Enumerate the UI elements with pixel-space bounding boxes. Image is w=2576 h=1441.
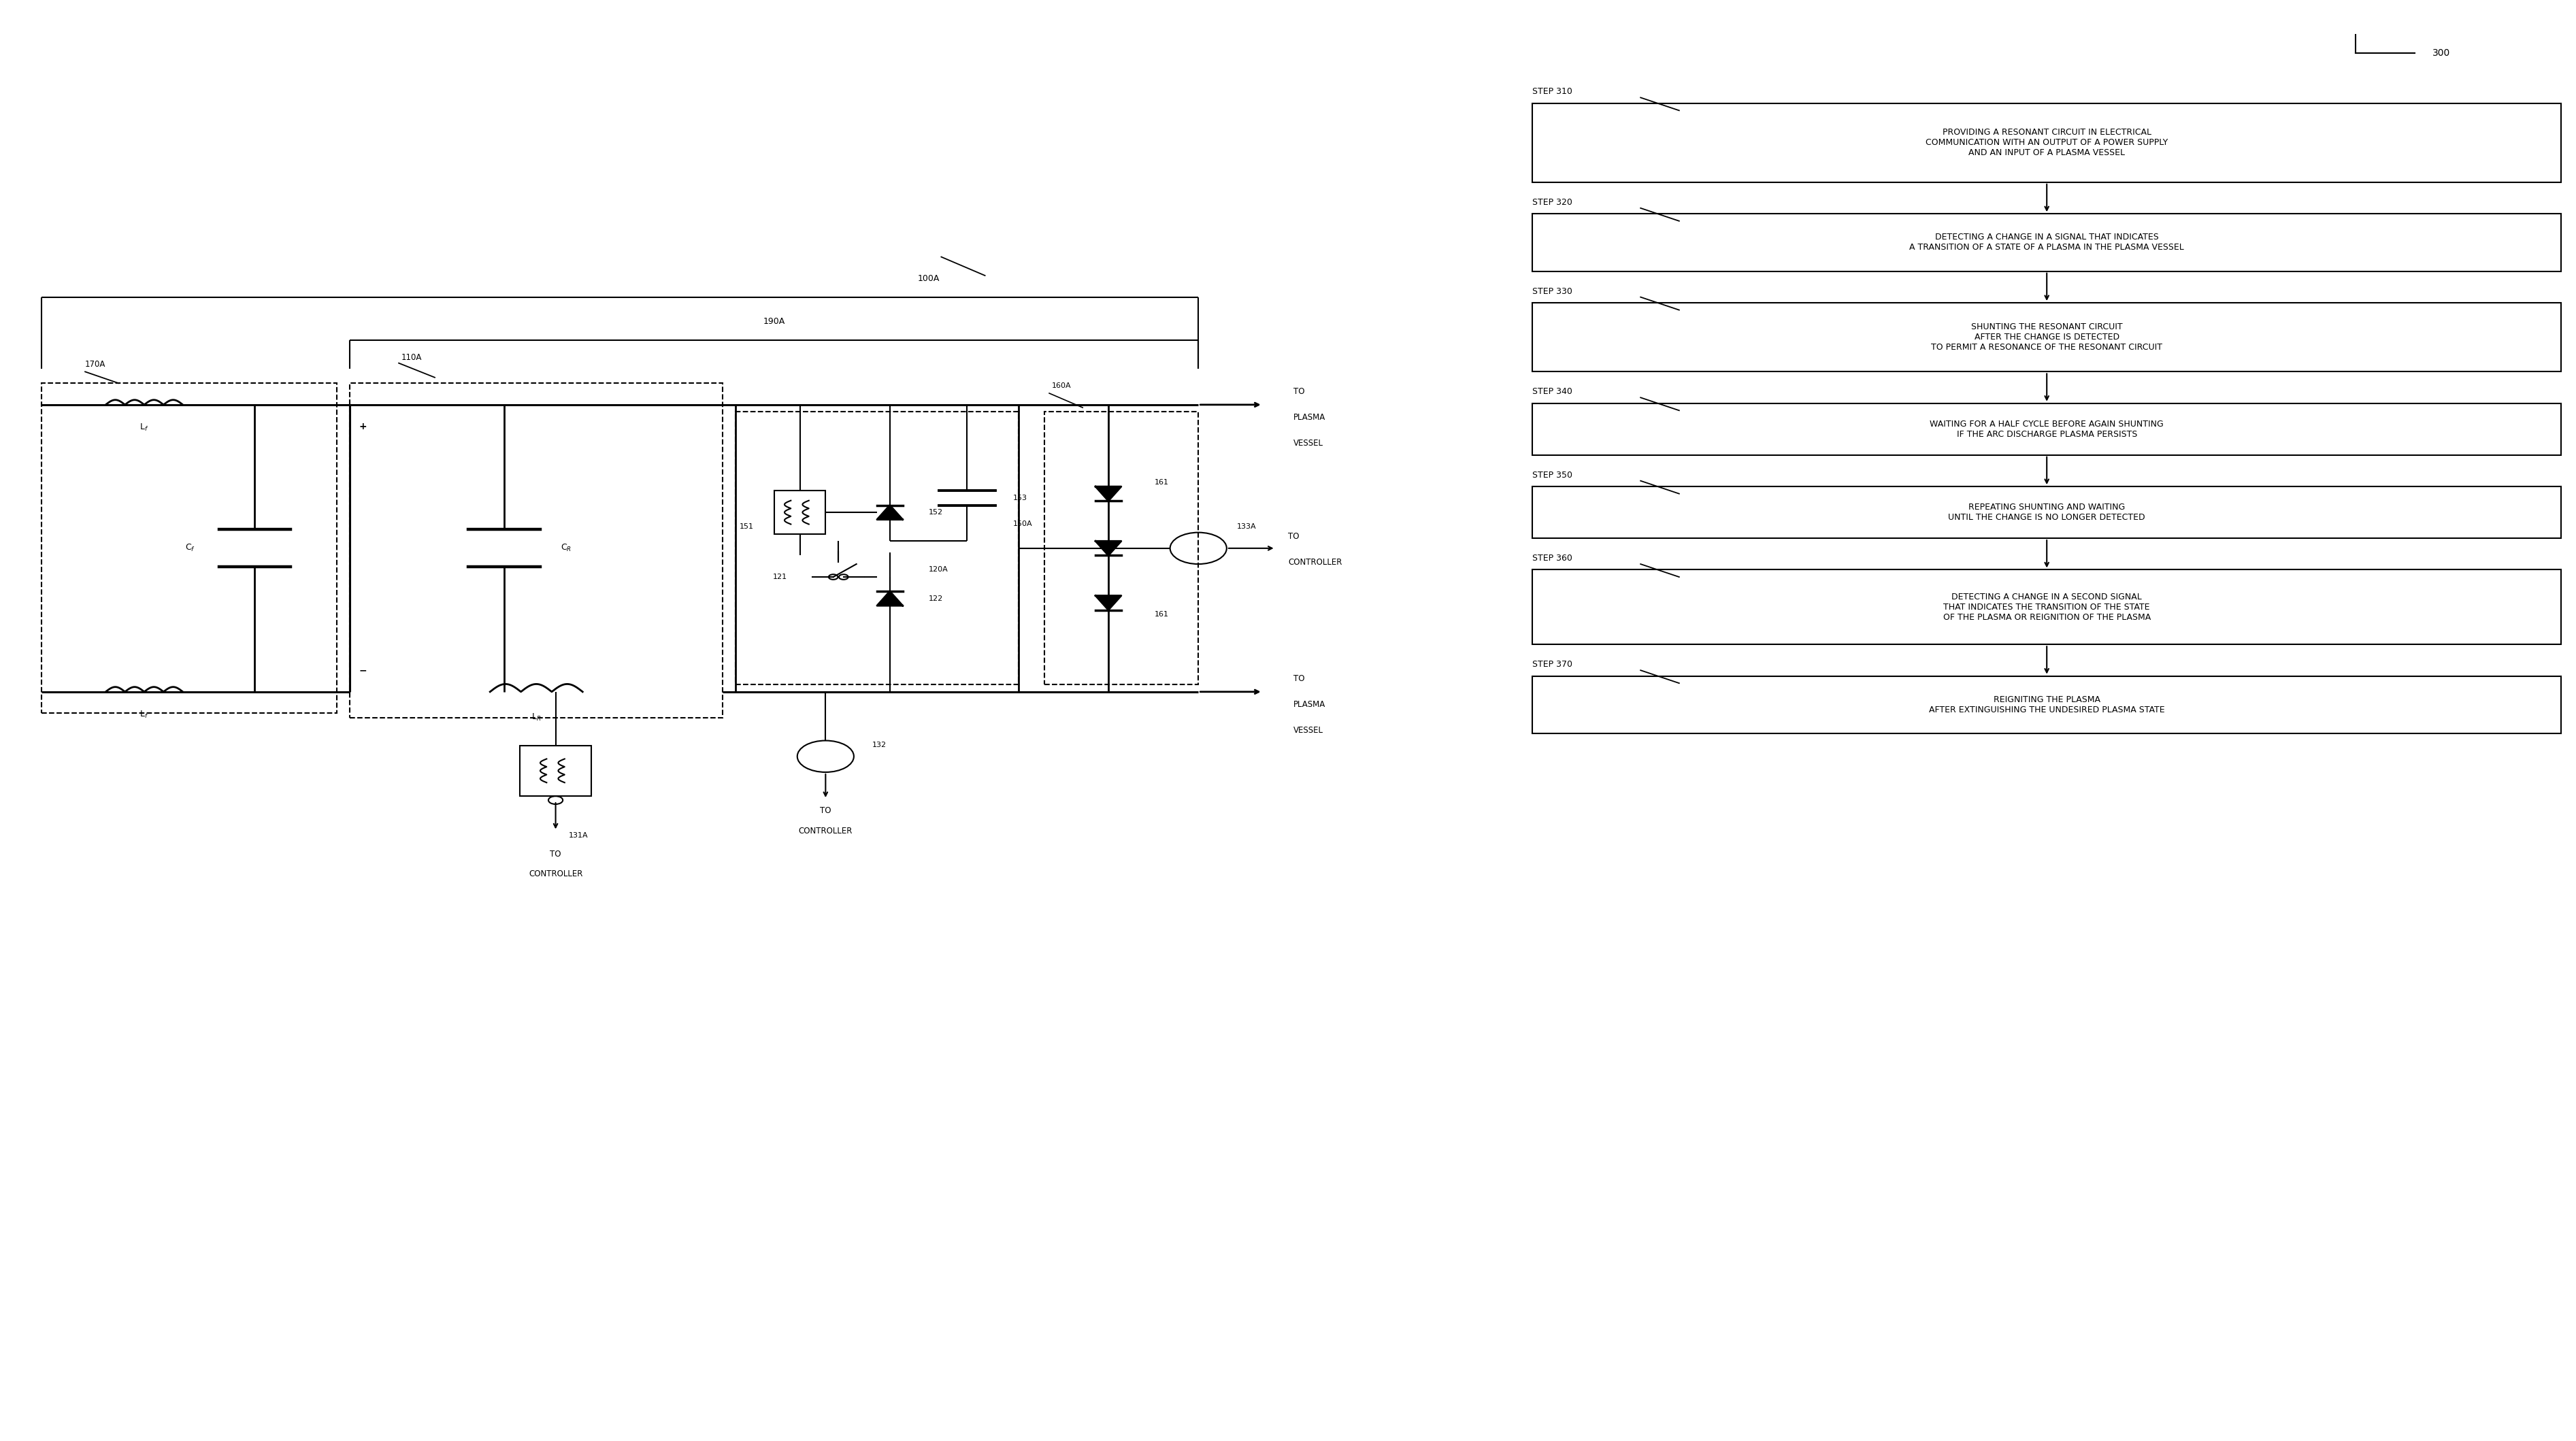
Bar [1533, 213, 2561, 271]
Text: SHUNTING THE RESONANT CIRCUIT
AFTER THE CHANGE IS DETECTED
TO PERMIT A RESONANCE: SHUNTING THE RESONANT CIRCUIT AFTER THE … [1929, 323, 2161, 352]
Text: 190A: 190A [762, 317, 786, 326]
Bar [41, 383, 337, 713]
Text: TO: TO [1293, 674, 1303, 683]
Text: −: − [358, 666, 366, 674]
Text: L$_f$: L$_f$ [139, 422, 149, 432]
Text: TO: TO [1288, 532, 1298, 542]
Polygon shape [876, 506, 902, 520]
Text: REIGNITING THE PLASMA
AFTER EXTINGUISHING THE UNDESIRED PLASMA STATE: REIGNITING THE PLASMA AFTER EXTINGUISHIN… [1929, 695, 2164, 715]
Text: TO: TO [549, 850, 562, 859]
Text: 161: 161 [1154, 478, 1170, 486]
Bar [773, 491, 824, 535]
Text: 300: 300 [2432, 49, 2450, 58]
Bar [1533, 676, 2561, 733]
Text: STEP 310: STEP 310 [1533, 88, 1571, 97]
Text: REPEATING SHUNTING AND WAITING
UNTIL THE CHANGE IS NO LONGER DETECTED: REPEATING SHUNTING AND WAITING UNTIL THE… [1947, 503, 2146, 522]
Text: CONTROLLER: CONTROLLER [1288, 558, 1342, 568]
Text: CONTROLLER: CONTROLLER [799, 827, 853, 836]
Text: C$_R$: C$_R$ [562, 543, 572, 553]
Text: STEP 330: STEP 330 [1533, 287, 1571, 295]
Text: STEP 340: STEP 340 [1533, 388, 1571, 396]
Text: 122: 122 [927, 595, 943, 602]
Text: DETECTING A CHANGE IN A SIGNAL THAT INDICATES
A TRANSITION OF A STATE OF A PLASM: DETECTING A CHANGE IN A SIGNAL THAT INDI… [1909, 233, 2184, 252]
Text: 152: 152 [927, 509, 943, 516]
Text: 110A: 110A [402, 353, 422, 362]
Text: 153: 153 [1012, 494, 1028, 501]
Text: 133A: 133A [1236, 523, 1257, 530]
Text: +: + [358, 422, 366, 431]
Bar [1533, 303, 2561, 372]
Text: PLASMA: PLASMA [1293, 700, 1324, 709]
Polygon shape [1095, 540, 1121, 555]
Text: 151: 151 [739, 523, 752, 530]
Text: 121: 121 [773, 574, 786, 581]
Text: STEP 350: STEP 350 [1533, 471, 1571, 480]
Bar [350, 383, 721, 718]
Text: TO: TO [819, 807, 832, 816]
Text: L$_R$: L$_R$ [531, 712, 541, 723]
Bar [1533, 487, 2561, 537]
Text: WAITING FOR A HALF CYCLE BEFORE AGAIN SHUNTING
IF THE ARC DISCHARGE PLASMA PERSI: WAITING FOR A HALF CYCLE BEFORE AGAIN SH… [1929, 419, 2164, 438]
Bar [1533, 569, 2561, 644]
Text: L$_f$: L$_f$ [139, 709, 149, 720]
Polygon shape [1095, 595, 1121, 610]
Text: 131A: 131A [569, 831, 587, 839]
Text: VESSEL: VESSEL [1293, 726, 1324, 735]
Text: C$_f$: C$_f$ [185, 543, 196, 553]
Text: 100A: 100A [917, 274, 940, 282]
Text: 150A: 150A [1012, 520, 1033, 527]
Polygon shape [1095, 487, 1121, 501]
Text: CONTROLLER: CONTROLLER [528, 870, 582, 879]
Text: STEP 360: STEP 360 [1533, 553, 1571, 562]
Text: PROVIDING A RESONANT CIRCUIT IN ELECTRICAL
COMMUNICATION WITH AN OUTPUT OF A POW: PROVIDING A RESONANT CIRCUIT IN ELECTRIC… [1924, 128, 2166, 157]
Text: STEP 370: STEP 370 [1533, 660, 1571, 669]
Text: TO: TO [1293, 388, 1303, 396]
Bar [520, 745, 592, 795]
Text: 160A: 160A [1051, 383, 1072, 389]
Bar [1533, 403, 2561, 455]
Polygon shape [876, 591, 902, 605]
Text: 132: 132 [871, 742, 886, 748]
Text: STEP 320: STEP 320 [1533, 197, 1571, 206]
Bar [734, 412, 1018, 684]
Text: DETECTING A CHANGE IN A SECOND SIGNAL
THAT INDICATES THE TRANSITION OF THE STATE: DETECTING A CHANGE IN A SECOND SIGNAL TH… [1942, 592, 2151, 621]
Bar [1043, 412, 1198, 684]
Text: 120A: 120A [927, 566, 948, 574]
Text: PLASMA: PLASMA [1293, 414, 1324, 422]
Text: 170A: 170A [85, 360, 106, 369]
Bar [1533, 104, 2561, 182]
Text: VESSEL: VESSEL [1293, 440, 1324, 448]
Text: 161: 161 [1154, 611, 1170, 618]
